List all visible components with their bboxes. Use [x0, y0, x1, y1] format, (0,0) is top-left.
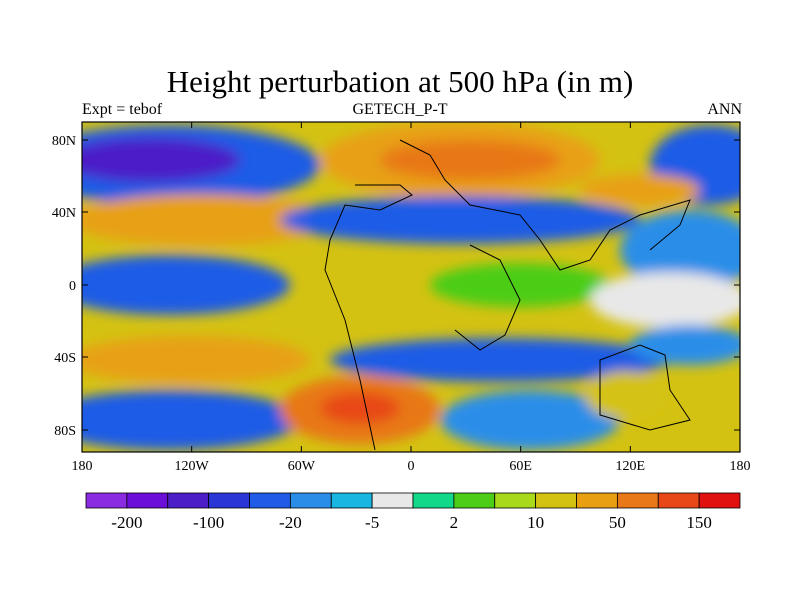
y-tick-label: 40S [54, 351, 76, 366]
colorbar-label: 2 [450, 513, 459, 532]
colorbar-swatch [657, 492, 700, 509]
x-tick-label: 60W [288, 459, 316, 474]
neutral-equator-east [590, 272, 740, 328]
y-tick-label: 0 [69, 279, 76, 294]
y-tick-label: 80N [52, 134, 76, 149]
colorbar-swatch [289, 492, 332, 509]
colorbar-swatch [412, 492, 455, 509]
low-40s-center [330, 338, 670, 382]
colorbar-swatch [167, 492, 210, 509]
x-tick-label: 120E [616, 459, 646, 474]
colorbar-swatch [371, 492, 414, 509]
x-tick-label: 0 [408, 459, 415, 474]
low-south-center [440, 390, 620, 450]
high-40n-east [580, 174, 700, 206]
low-40s-east [630, 325, 740, 365]
green-equator [430, 263, 610, 307]
colorbar-swatch [330, 492, 373, 509]
colorbar-swatch [616, 492, 659, 509]
colorbar: -200 -100 -20 -5 2 10 50 150 [85, 492, 741, 532]
low-south-west [82, 390, 300, 450]
x-tick-label: 120W [175, 459, 210, 474]
colorbar-swatch [494, 492, 537, 509]
coastline-eurasia [399, 139, 691, 271]
dataset-label: GETECH_P-T [352, 101, 448, 118]
colorbar-swatch [576, 492, 618, 509]
coastline-americas [324, 184, 413, 451]
coastline-australia-antarctic [599, 344, 691, 431]
experiment-label: Expt = tebof [82, 101, 163, 118]
high-south-core [320, 392, 400, 424]
x-tick-label: 180 [72, 459, 93, 474]
colorbar-label: -20 [279, 513, 302, 532]
period-label: ANN [707, 101, 742, 118]
high-40s-west [82, 336, 310, 384]
colorbar-swatch [85, 492, 128, 509]
high-40n-west [82, 194, 330, 246]
colorbar-label: 10 [527, 513, 544, 532]
high-south-east [585, 371, 665, 419]
colorbar-swatch [535, 492, 577, 509]
y-tick-label: 80S [54, 424, 76, 439]
colorbar-swatch [453, 492, 496, 509]
contour-field [82, 122, 740, 452]
x-tick-label: 180 [730, 459, 751, 474]
colorbar-swatch [249, 492, 291, 509]
colorbar-swatch [126, 492, 169, 509]
low-40n-east [620, 210, 740, 290]
colorbar-swatch [698, 492, 741, 509]
colorbar-label: 50 [609, 513, 626, 532]
x-tick-label: 60E [509, 459, 532, 474]
colorbar-label: 150 [686, 513, 712, 532]
axis-ticks: 180 120W 60W 0 60E 120E 180 80N 40N 0 40S 80S [52, 122, 751, 474]
colorbar-label: -5 [365, 513, 379, 532]
plot-title: Height perturbation at 500 hPa (in m) [166, 64, 634, 99]
colorbar-swatch [208, 492, 250, 509]
low-equator-west [82, 255, 290, 315]
y-tick-label: 40N [52, 206, 76, 221]
colorbar-label: -100 [193, 513, 224, 532]
low-40n-center [280, 196, 640, 244]
low-north-west-core [82, 138, 240, 182]
colorbar-label: -200 [111, 513, 142, 532]
coastline-africa [454, 244, 521, 351]
high-north-center-core [380, 140, 560, 180]
